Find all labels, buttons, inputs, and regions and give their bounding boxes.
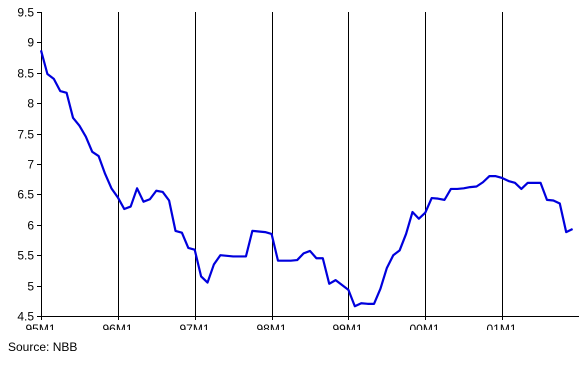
vertical-grid xyxy=(118,12,503,316)
y-tick-label: 5 xyxy=(27,280,34,294)
axes xyxy=(41,12,579,317)
y-tick-label: 7 xyxy=(27,158,34,172)
source-note: Source: NBB xyxy=(8,340,78,354)
y-tick-label: 4.5 xyxy=(17,310,34,324)
series-group xyxy=(39,50,574,308)
x-tick-label: 99M1 xyxy=(332,322,362,330)
y-tick-label: 9.5 xyxy=(17,6,34,20)
y-axis-ticks: 4.5 5 5.5 6 6.5 7 7.5 8 8.5 9 9.5 xyxy=(17,6,41,324)
x-tick-label: 01M1 xyxy=(486,322,516,330)
y-tick-label: 9 xyxy=(27,36,34,50)
line-chart: 4.5 5 5.5 6 6.5 7 7.5 8 8.5 9 9.5 95M1 96M1 97M1 98M1… xyxy=(17,6,579,330)
y-tick-label: 8 xyxy=(27,97,34,111)
x-tick-label: 97M1 xyxy=(179,322,209,330)
x-tick-label: 98M1 xyxy=(256,322,286,330)
y-tick-label: 7.5 xyxy=(17,128,34,142)
x-axis-ticks: 95M1 96M1 97M1 98M1 99M1 00M1 01M1 xyxy=(25,316,517,330)
y-tick-label: 5.5 xyxy=(17,249,34,263)
x-tick-label: 95M1 xyxy=(25,322,55,330)
series-line xyxy=(39,50,574,308)
y-tick-label: 6.5 xyxy=(17,188,34,202)
y-tick-label: 6 xyxy=(27,219,34,233)
x-tick-label: 00M1 xyxy=(409,322,439,330)
x-tick-label: 96M1 xyxy=(102,322,132,330)
y-tick-label: 8.5 xyxy=(17,67,34,81)
